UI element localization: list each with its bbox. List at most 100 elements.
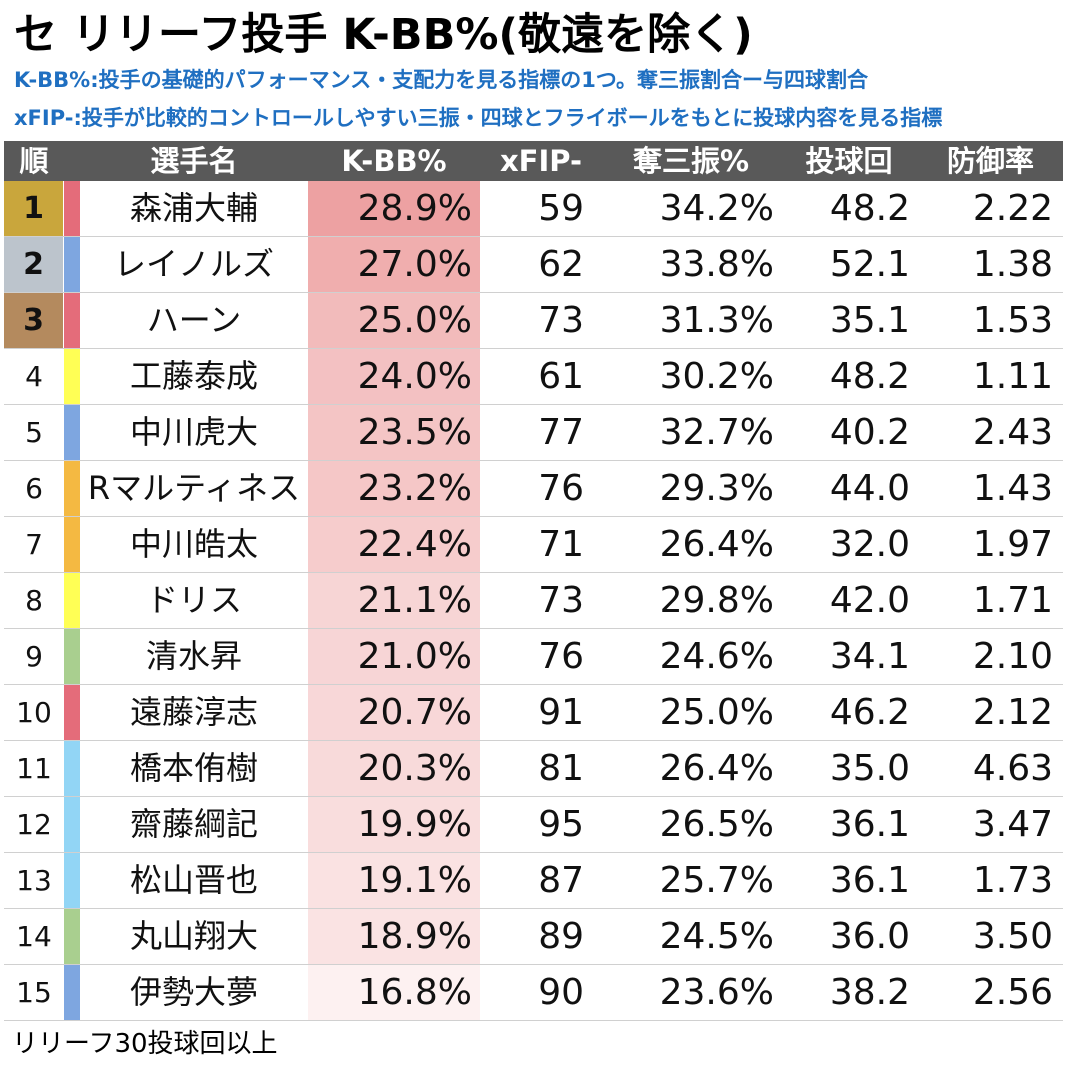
player-name: 齋藤綱記 <box>129 805 258 843</box>
xfip-value: 91 <box>538 692 584 733</box>
player-name: 中川虎大 <box>129 413 258 451</box>
table-row: 1 森浦大輔 28.9% 59 34.2% 48.2 2.22 <box>4 181 1063 237</box>
player-name: 遠藤淳志 <box>129 693 258 731</box>
rank-cell: 8 <box>25 584 43 617</box>
innings-value: 48.2 <box>829 188 910 229</box>
team-color-marker <box>64 685 80 740</box>
kbb-description: K-BB%:投手の基礎的パフォーマンス・支配力を見る指標の1つ。奪三振割合ー与四… <box>14 68 868 92</box>
team-color-marker <box>64 573 80 628</box>
table-row: 14 丸山翔大 18.9% 89 24.5% 36.0 3.50 <box>4 909 1063 965</box>
kbb-value: 21.1% <box>308 573 480 628</box>
era-value: 1.38 <box>972 244 1053 285</box>
era-value: 3.50 <box>972 916 1053 957</box>
player-name: 清水昇 <box>145 637 242 675</box>
xfip-value: 87 <box>538 860 584 901</box>
k-rate-value: 24.6% <box>659 636 774 677</box>
player-name: ドリス <box>145 581 242 619</box>
team-color-marker <box>64 629 80 684</box>
innings-value: 42.0 <box>829 580 910 621</box>
rank-cell: 12 <box>16 808 52 841</box>
era-value: 2.43 <box>972 412 1053 453</box>
k-rate-value: 26.5% <box>659 804 774 845</box>
era-value: 1.43 <box>972 468 1053 509</box>
k-rate-value: 25.7% <box>659 860 774 901</box>
header-ip: 投球回 <box>805 144 893 178</box>
xfip-value: 76 <box>538 636 584 677</box>
team-color-marker <box>64 853 80 908</box>
xfip-value: 62 <box>538 244 584 285</box>
k-rate-value: 25.0% <box>659 692 774 733</box>
era-value: 1.73 <box>972 860 1053 901</box>
xfip-value: 73 <box>538 580 584 621</box>
rank-cell: 11 <box>16 752 52 785</box>
team-color-marker <box>64 797 80 852</box>
kbb-value: 23.5% <box>308 405 480 460</box>
player-name: 松山晋也 <box>129 861 258 899</box>
player-name: 森浦大輔 <box>129 189 258 227</box>
innings-value: 34.1 <box>829 636 910 677</box>
table-header: 順 選手名 K-BB% xFIP- 奪三振% 投球回 防御率 <box>4 141 1063 181</box>
rank-cell: 14 <box>16 920 52 953</box>
xfip-value: 90 <box>538 972 584 1013</box>
table-row: 2 レイノルズ 27.0% 62 33.8% 52.1 1.38 <box>4 237 1063 293</box>
kbb-value: 22.4% <box>308 517 480 572</box>
xfip-value: 71 <box>538 524 584 565</box>
team-color-marker <box>64 965 80 1020</box>
k-rate-value: 29.3% <box>659 468 774 509</box>
xfip-description: xFIP-:投手が比較的コントロールしやすい三振・四球とフライボールをもとに投球… <box>14 106 943 130</box>
era-value: 3.47 <box>972 804 1053 845</box>
rank-cell: 3 <box>4 293 64 348</box>
innings-value: 36.0 <box>829 916 910 957</box>
table-row: 11 橋本侑樹 20.3% 81 26.4% 35.0 4.63 <box>4 741 1063 797</box>
rank-cell: 5 <box>25 416 43 449</box>
team-color-marker <box>64 237 80 292</box>
rank-cell: 15 <box>16 976 52 1009</box>
table-row: 6 Rマルティネス 23.2% 76 29.3% 44.0 1.43 <box>4 461 1063 517</box>
header-k-rate: 奪三振% <box>632 144 750 178</box>
k-rate-value: 29.8% <box>659 580 774 621</box>
page-title: セ リリーフ投手 K-BB%(敬遠を除く) <box>14 10 753 60</box>
ranking-table: 順 選手名 K-BB% xFIP- 奪三振% 投球回 防御率 1 森浦大輔 28.9… <box>4 141 1063 1021</box>
table-row: 4 工藤泰成 24.0% 61 30.2% 48.2 1.11 <box>4 349 1063 405</box>
era-value: 1.97 <box>972 524 1053 565</box>
innings-value: 40.2 <box>829 412 910 453</box>
xfip-value: 77 <box>538 412 584 453</box>
kbb-value: 19.9% <box>308 797 480 852</box>
kbb-value: 21.0% <box>308 629 480 684</box>
team-color-marker <box>64 909 80 964</box>
kbb-value: 20.7% <box>308 685 480 740</box>
kbb-value: 18.9% <box>308 909 480 964</box>
team-color-marker <box>64 349 80 404</box>
player-name: 中川皓太 <box>129 525 258 563</box>
kbb-value: 27.0% <box>308 237 480 292</box>
kbb-value: 19.1% <box>308 853 480 908</box>
innings-value: 36.1 <box>829 804 910 845</box>
innings-value: 46.2 <box>829 692 910 733</box>
innings-value: 38.2 <box>829 972 910 1013</box>
table-row: 7 中川皓太 22.4% 71 26.4% 32.0 1.97 <box>4 517 1063 573</box>
table-row: 3 ハーン 25.0% 73 31.3% 35.1 1.53 <box>4 293 1063 349</box>
era-value: 4.63 <box>972 748 1053 789</box>
k-rate-value: 32.7% <box>659 412 774 453</box>
team-color-marker <box>64 181 80 236</box>
player-name: 工藤泰成 <box>129 357 258 395</box>
era-value: 1.11 <box>972 356 1053 397</box>
table-body: 1 森浦大輔 28.9% 59 34.2% 48.2 2.22 2 レイノルズ 27.0% 62 33… <box>4 181 1063 1021</box>
header-era: 防御率 <box>946 144 1034 178</box>
era-value: 2.12 <box>972 692 1053 733</box>
team-color-marker <box>64 517 80 572</box>
xfip-value: 76 <box>538 468 584 509</box>
innings-value: 44.0 <box>829 468 910 509</box>
innings-value: 36.1 <box>829 860 910 901</box>
rank-cell: 6 <box>25 472 43 505</box>
rank-cell: 10 <box>16 696 52 729</box>
header-rank: 順 <box>19 144 49 178</box>
header-team-spacer <box>64 141 80 181</box>
rank-cell: 13 <box>16 864 52 897</box>
team-color-marker <box>64 293 80 348</box>
team-color-marker <box>64 405 80 460</box>
player-name: 伊勢大夢 <box>129 973 258 1011</box>
rank-cell: 7 <box>25 528 43 561</box>
era-value: 2.56 <box>972 972 1053 1013</box>
table-row: 8 ドリス 21.1% 73 29.8% 42.0 1.71 <box>4 573 1063 629</box>
